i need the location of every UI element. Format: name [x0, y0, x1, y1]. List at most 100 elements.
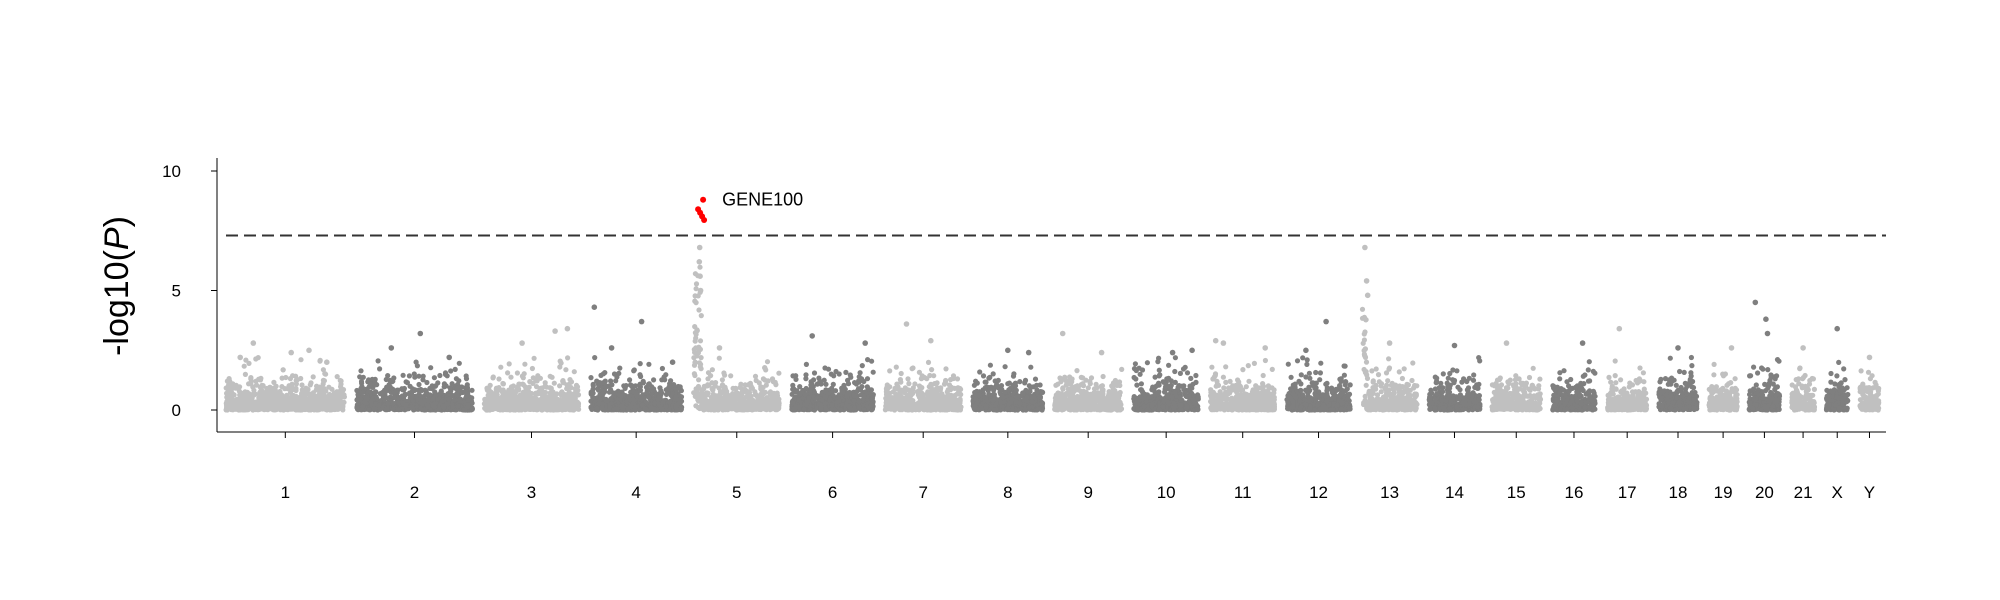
snp-point — [764, 359, 771, 365]
snp-point — [439, 398, 445, 405]
snp-point — [924, 391, 930, 397]
snp-point — [376, 402, 382, 408]
snp-point — [710, 391, 716, 397]
snp-point — [977, 369, 983, 375]
snp-point — [446, 396, 452, 402]
snp-point — [549, 374, 555, 380]
snp-point — [760, 376, 767, 382]
snp-point — [396, 407, 402, 413]
snp-point — [540, 395, 546, 401]
snp-point — [561, 401, 567, 407]
snp-point — [948, 377, 954, 383]
snp-point — [663, 387, 669, 393]
snp-point — [301, 406, 307, 412]
snp-point — [669, 359, 676, 366]
data-points — [223, 196, 1882, 413]
snp-point — [271, 379, 277, 385]
snp-point — [708, 373, 714, 379]
snp-point — [248, 375, 254, 381]
snp-point — [767, 390, 773, 396]
snp-point — [530, 380, 536, 386]
snp-point — [801, 406, 807, 413]
snp-point — [742, 382, 748, 388]
snp-point — [906, 381, 912, 387]
snp-point — [870, 393, 876, 399]
snp-point — [268, 401, 274, 407]
snp-point — [519, 340, 525, 346]
snp-point — [308, 392, 314, 398]
snp-point — [903, 321, 910, 327]
snp-point — [592, 355, 598, 361]
snp-point — [709, 380, 715, 386]
snp-point — [694, 353, 700, 359]
snp-point — [322, 405, 328, 411]
snp-point — [898, 403, 904, 409]
snp-point — [717, 392, 723, 398]
snp-point — [716, 355, 722, 361]
snp-point — [770, 397, 776, 403]
snp-point — [448, 368, 454, 374]
snp-point — [522, 393, 529, 400]
snp-point — [493, 385, 500, 391]
snp-point — [223, 385, 229, 391]
snp-point — [321, 378, 327, 384]
snp-point — [776, 370, 782, 376]
snp-point — [542, 403, 548, 409]
snp-point — [920, 402, 926, 408]
snp-point — [557, 397, 563, 403]
snp-point — [449, 392, 455, 398]
snp-point — [948, 387, 954, 393]
snp-point — [437, 372, 443, 379]
snp-point — [885, 403, 891, 409]
snp-point — [853, 381, 860, 387]
snp-point — [724, 404, 730, 410]
snp-point — [321, 397, 327, 404]
snp-point — [557, 383, 563, 389]
snp-point — [695, 391, 701, 397]
snp-point — [803, 372, 809, 378]
snp-point — [374, 395, 380, 401]
snp-point — [859, 363, 865, 369]
snp-point — [282, 386, 288, 392]
snp-point — [240, 395, 246, 401]
snp-point — [925, 403, 931, 409]
snp-point — [663, 403, 669, 410]
snp-point — [980, 373, 987, 379]
snp-point — [228, 394, 234, 401]
snp-point — [459, 384, 465, 390]
snp-point — [647, 387, 653, 393]
snp-point — [438, 390, 444, 396]
snp-point — [531, 355, 537, 361]
snp-point — [716, 385, 722, 391]
snp-point — [279, 375, 285, 381]
snp-point — [237, 354, 243, 361]
snp-point — [457, 396, 464, 402]
snp-point — [594, 406, 600, 412]
snp-point — [451, 397, 457, 403]
snp-point — [903, 407, 909, 413]
snp-point — [369, 376, 375, 382]
snp-point — [641, 395, 647, 401]
snp-point — [449, 381, 455, 387]
snp-point — [565, 355, 571, 361]
snp-point — [868, 402, 874, 408]
snp-point — [891, 406, 897, 412]
snp-point — [589, 406, 595, 412]
snp-point — [384, 406, 390, 412]
snp-point — [334, 390, 340, 396]
snp-point — [590, 383, 596, 389]
snp-point — [230, 381, 236, 387]
snp-point — [399, 386, 405, 392]
snp-point — [288, 349, 295, 356]
snp-point — [237, 384, 243, 390]
snp-point — [261, 394, 267, 400]
snp-point — [885, 385, 891, 391]
snp-point — [697, 264, 703, 270]
snp-point — [306, 347, 312, 354]
snp-point — [811, 370, 818, 376]
snp-point — [299, 387, 305, 393]
snp-point — [403, 402, 409, 408]
snp-point — [943, 366, 949, 372]
snp-point — [519, 406, 525, 412]
snp-point — [913, 401, 919, 407]
